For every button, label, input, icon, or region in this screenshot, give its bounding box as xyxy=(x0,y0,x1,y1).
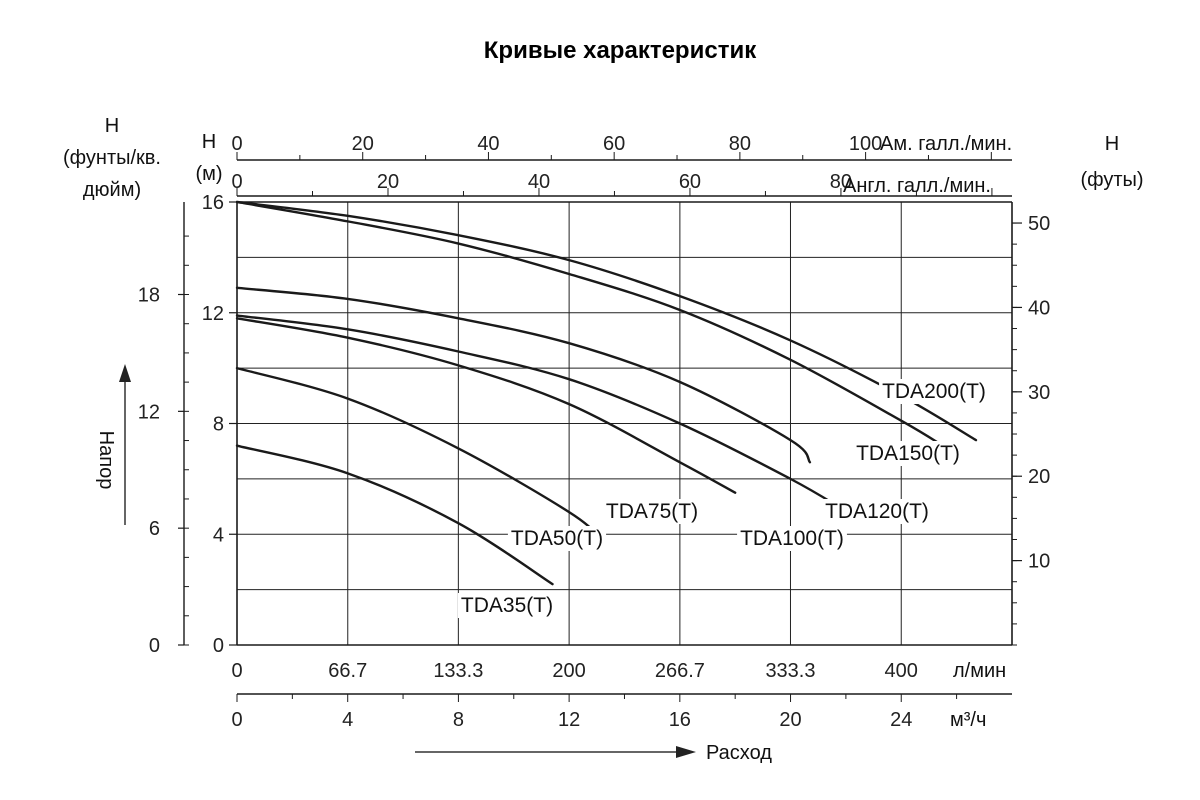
m3h-tick-label: 8 xyxy=(453,709,464,731)
curve-label-background xyxy=(602,499,702,524)
curve-label-tda50t: TDA50(T) xyxy=(511,527,603,550)
curve-label-background xyxy=(822,499,932,524)
m3h-tick-label: 16 xyxy=(669,709,691,731)
curve-label-tda200t: TDA200(T) xyxy=(882,380,986,403)
uk-gpm-tick-label: 60 xyxy=(679,171,701,193)
grid xyxy=(237,202,1012,645)
curve-tda150t xyxy=(235,200,944,447)
curve-tda75t xyxy=(235,317,737,494)
meters-tick-label: 8 xyxy=(213,414,224,436)
psi-axis-unit-line2: (фунты/кв. xyxy=(63,147,161,169)
us-gpm-tick-label: 20 xyxy=(352,133,374,155)
feet-tick-label: 20 xyxy=(1028,466,1050,488)
psi-tick-label: 0 xyxy=(149,635,160,657)
uk-gpm-tick-label: 20 xyxy=(377,171,399,193)
feet-tick-label: 40 xyxy=(1028,297,1050,319)
lpm-unit: л/мин xyxy=(953,660,1006,682)
lpm-tick-label: 0 xyxy=(231,660,242,682)
curve-label-tda150t: TDA150(T) xyxy=(856,442,960,465)
feet-axis-unit-line2: (футы) xyxy=(1080,169,1143,191)
curve-label-background xyxy=(853,441,963,466)
meters-tick-label: 12 xyxy=(202,303,224,325)
psi-tick-label: 6 xyxy=(149,518,160,540)
curve-tda35t xyxy=(235,444,554,586)
meters-axis-unit-line2: (м) xyxy=(195,163,222,185)
curve-label-background xyxy=(879,379,989,404)
head-axis-title: Напор xyxy=(95,431,117,490)
curve-tda50t xyxy=(235,366,604,541)
curve-labels: TDA35(T) TDA50(T)TDA75(T) TDA100(T) TDA120(… xyxy=(457,379,989,618)
us-gpm-tick-label: 60 xyxy=(603,133,625,155)
m3h-tick-label: 20 xyxy=(779,709,801,731)
m3h-tick-label: 0 xyxy=(231,709,242,731)
us-gpm-tick-label: 0 xyxy=(231,133,242,155)
curve-label-background xyxy=(457,593,557,618)
m3h-tick-label: 4 xyxy=(342,709,353,731)
flow-arrow-icon xyxy=(676,746,696,758)
lpm-tick-label: 66.7 xyxy=(328,660,367,682)
feet-tick-label: 10 xyxy=(1028,551,1050,573)
curve-label-tda75t: TDA75(T) xyxy=(606,500,698,523)
psi-tick-label: 18 xyxy=(138,285,160,307)
us-gpm-unit: Ам. галл./мин. xyxy=(880,133,1012,155)
chart-title: Кривые характеристик xyxy=(484,37,757,64)
curve-label-background xyxy=(507,526,607,551)
us-gpm-tick-label: 80 xyxy=(729,133,751,155)
lpm-tick-label: 333.3 xyxy=(765,660,815,682)
lpm-tick-label: 133.3 xyxy=(433,660,483,682)
m3h-tick-label: 12 xyxy=(558,709,580,731)
m3h-unit: м³/ч xyxy=(950,709,986,731)
lpm-tick-label: 266.7 xyxy=(655,660,705,682)
m3h-tick-label: 24 xyxy=(890,709,912,731)
feet-tick-label: 30 xyxy=(1028,382,1050,404)
curve-label-tda100t: TDA100(T) xyxy=(740,527,844,550)
uk-gpm-tick-label: 0 xyxy=(231,171,242,193)
meters-tick-label: 0 xyxy=(213,635,224,657)
head-arrow-icon xyxy=(119,364,131,382)
lpm-tick-label: 200 xyxy=(552,660,585,682)
lpm-tick-label: 400 xyxy=(885,660,918,682)
curves xyxy=(235,200,978,586)
feet-tick-label: 50 xyxy=(1028,213,1050,235)
curve-tda100t xyxy=(235,314,845,511)
meters-tick-label: 16 xyxy=(202,192,224,214)
uk-gpm-tick-label: 40 xyxy=(528,171,550,193)
meters-tick-label: 4 xyxy=(213,524,224,546)
psi-tick-label: 12 xyxy=(138,401,160,423)
curve-label-background xyxy=(737,526,847,551)
curve-label-tda120t: TDA120(T) xyxy=(825,500,929,523)
curve-tda120t xyxy=(235,286,812,464)
flow-axis-title: Расход xyxy=(706,742,772,764)
us-gpm-tick-label: 100 xyxy=(849,133,882,155)
psi-axis-unit-line3: дюйм) xyxy=(83,179,141,201)
uk-gpm-tick-label: 80 xyxy=(830,171,852,193)
psi-axis-unit-line1: Н xyxy=(105,115,119,137)
curve-label-tda35t: TDA35(T) xyxy=(461,594,553,617)
uk-gpm-unit: Англ. галл./мин. xyxy=(843,175,991,197)
us-gpm-tick-label: 40 xyxy=(477,133,499,155)
meters-axis-unit-line1: Н xyxy=(202,131,216,153)
feet-axis-unit-line1: Н xyxy=(1105,133,1119,155)
